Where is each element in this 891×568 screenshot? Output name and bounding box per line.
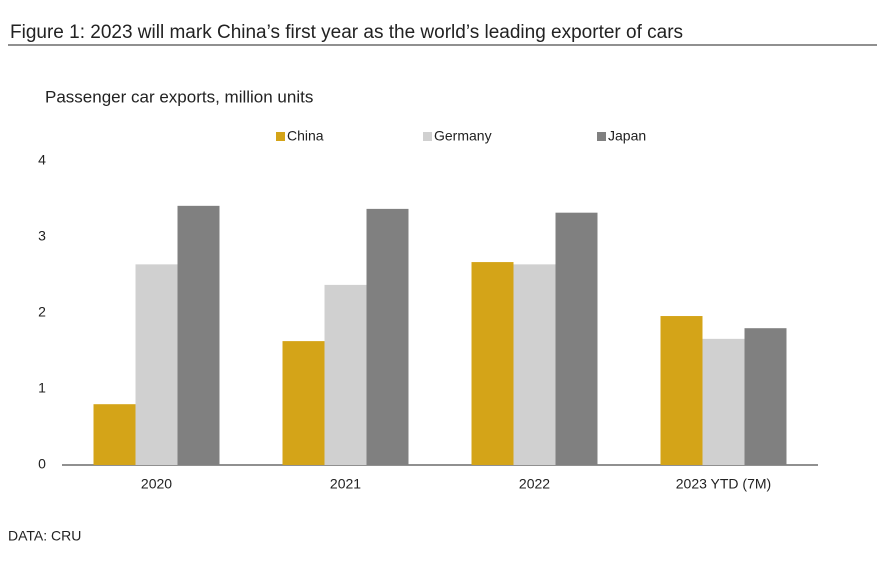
figure-title: Figure 1: 2023 will mark China’s first y… [10,22,683,43]
y-tick-label: 2 [38,304,46,320]
source: DATA: CRU [8,528,81,544]
x-tick-label: 2022 [519,476,550,492]
y-tick-label: 3 [38,228,46,244]
x-tick-label: 2021 [330,476,361,492]
bar [135,264,178,465]
legend-swatch [423,132,432,141]
legend-label: China [287,128,324,144]
bar [513,264,556,465]
y-tick-label: 0 [38,456,46,472]
bar [555,212,598,465]
chart-title: Passenger car exports, million units [45,87,313,106]
legend-label: Japan [608,128,646,144]
bar [702,338,745,465]
y-tick-label: 1 [38,380,46,396]
bar [471,262,514,465]
bar [744,328,787,465]
y-tick-label: 4 [38,152,46,168]
bar [660,316,703,465]
bar [177,205,220,465]
bar [366,208,409,465]
bar [324,284,367,465]
bar [282,341,325,465]
x-tick-label: 2020 [141,476,172,492]
legend-swatch [597,132,606,141]
x-tick-label: 2023 YTD (7M) [676,476,771,492]
legend-label: Germany [434,128,492,144]
bar [93,404,136,465]
legend-swatch [276,132,285,141]
